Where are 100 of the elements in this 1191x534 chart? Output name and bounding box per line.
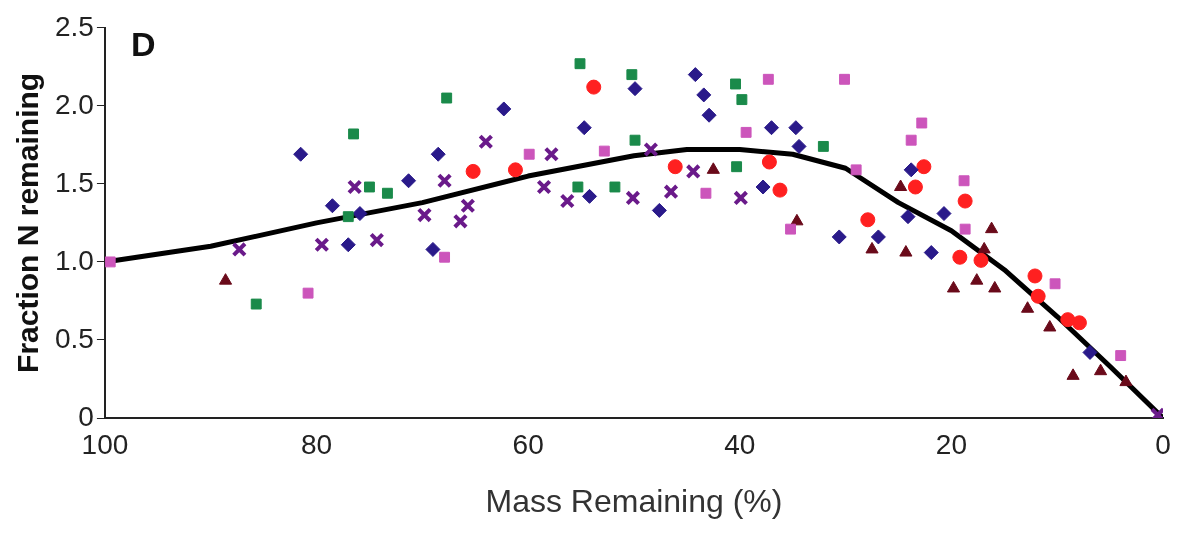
point bbox=[899, 245, 913, 257]
point bbox=[730, 78, 741, 90]
point bbox=[293, 146, 309, 162]
point bbox=[894, 179, 908, 191]
point bbox=[1082, 344, 1098, 360]
point bbox=[598, 145, 610, 157]
point bbox=[988, 280, 1002, 293]
point bbox=[1094, 363, 1108, 376]
point bbox=[574, 58, 586, 70]
point bbox=[817, 140, 829, 152]
point bbox=[985, 221, 999, 234]
point bbox=[439, 251, 451, 263]
point bbox=[1043, 319, 1057, 332]
point bbox=[905, 134, 917, 146]
point bbox=[764, 120, 780, 136]
point bbox=[572, 181, 584, 193]
point bbox=[348, 128, 360, 140]
point bbox=[629, 134, 641, 146]
point bbox=[465, 163, 481, 179]
point bbox=[788, 120, 804, 136]
point bbox=[436, 173, 453, 189]
point bbox=[762, 73, 774, 85]
point bbox=[696, 87, 712, 103]
y-tick-label: 0.5 bbox=[54, 322, 94, 354]
x-tick-label: 40 bbox=[724, 428, 756, 460]
point bbox=[685, 163, 701, 180]
point bbox=[104, 256, 116, 268]
point bbox=[381, 187, 393, 199]
point bbox=[952, 249, 968, 265]
point bbox=[903, 162, 919, 178]
point bbox=[609, 181, 621, 193]
point bbox=[850, 164, 862, 176]
point bbox=[761, 154, 777, 170]
point bbox=[865, 241, 879, 254]
point bbox=[923, 245, 939, 261]
point bbox=[626, 69, 638, 81]
point bbox=[839, 73, 850, 85]
point bbox=[1071, 315, 1087, 331]
point bbox=[363, 181, 375, 193]
y-axis-title: Fraction N remaining bbox=[11, 72, 45, 373]
point bbox=[700, 187, 712, 199]
point bbox=[340, 237, 356, 253]
point bbox=[970, 273, 984, 285]
point bbox=[430, 146, 446, 162]
point bbox=[1027, 268, 1043, 284]
point bbox=[907, 179, 923, 195]
y-tick-label: 1.5 bbox=[54, 166, 94, 198]
point bbox=[559, 193, 575, 209]
point bbox=[946, 280, 961, 293]
point bbox=[736, 94, 748, 106]
point bbox=[916, 117, 928, 129]
point bbox=[900, 209, 916, 225]
point bbox=[1030, 288, 1046, 304]
point bbox=[1119, 374, 1133, 387]
point bbox=[831, 229, 847, 245]
point bbox=[536, 179, 552, 195]
point bbox=[791, 138, 807, 154]
point bbox=[1066, 368, 1080, 380]
point bbox=[314, 237, 330, 253]
point bbox=[478, 134, 494, 150]
y-tick-label: 1.0 bbox=[54, 244, 94, 276]
y-tick-label: 2.0 bbox=[54, 88, 94, 120]
x-tick-label: 0 bbox=[1155, 428, 1171, 460]
point bbox=[324, 198, 340, 214]
point bbox=[916, 159, 932, 175]
point bbox=[958, 175, 970, 187]
x-tick-label: 80 bbox=[300, 428, 333, 460]
point bbox=[733, 190, 749, 206]
point bbox=[369, 232, 385, 248]
point bbox=[352, 206, 368, 222]
point bbox=[576, 120, 592, 136]
point bbox=[496, 101, 512, 117]
point bbox=[627, 81, 643, 97]
point bbox=[460, 198, 476, 214]
point bbox=[302, 287, 314, 299]
point bbox=[870, 229, 886, 245]
point bbox=[860, 212, 876, 228]
point bbox=[785, 223, 797, 235]
point bbox=[342, 211, 354, 223]
point bbox=[706, 162, 720, 174]
point bbox=[543, 146, 560, 162]
point bbox=[401, 173, 417, 189]
x-tick-label: 60 bbox=[512, 428, 544, 460]
point bbox=[667, 159, 683, 175]
point bbox=[582, 188, 598, 204]
point bbox=[740, 126, 752, 138]
annotation: D bbox=[130, 25, 156, 64]
point bbox=[957, 193, 973, 209]
point bbox=[416, 207, 433, 223]
point bbox=[441, 92, 453, 104]
point bbox=[687, 67, 703, 83]
point bbox=[936, 206, 952, 222]
point bbox=[663, 184, 679, 200]
point bbox=[425, 241, 441, 257]
point bbox=[586, 79, 602, 95]
point bbox=[452, 213, 469, 229]
point bbox=[731, 161, 743, 173]
point bbox=[625, 190, 641, 206]
point bbox=[701, 107, 717, 123]
point bbox=[1049, 278, 1061, 290]
